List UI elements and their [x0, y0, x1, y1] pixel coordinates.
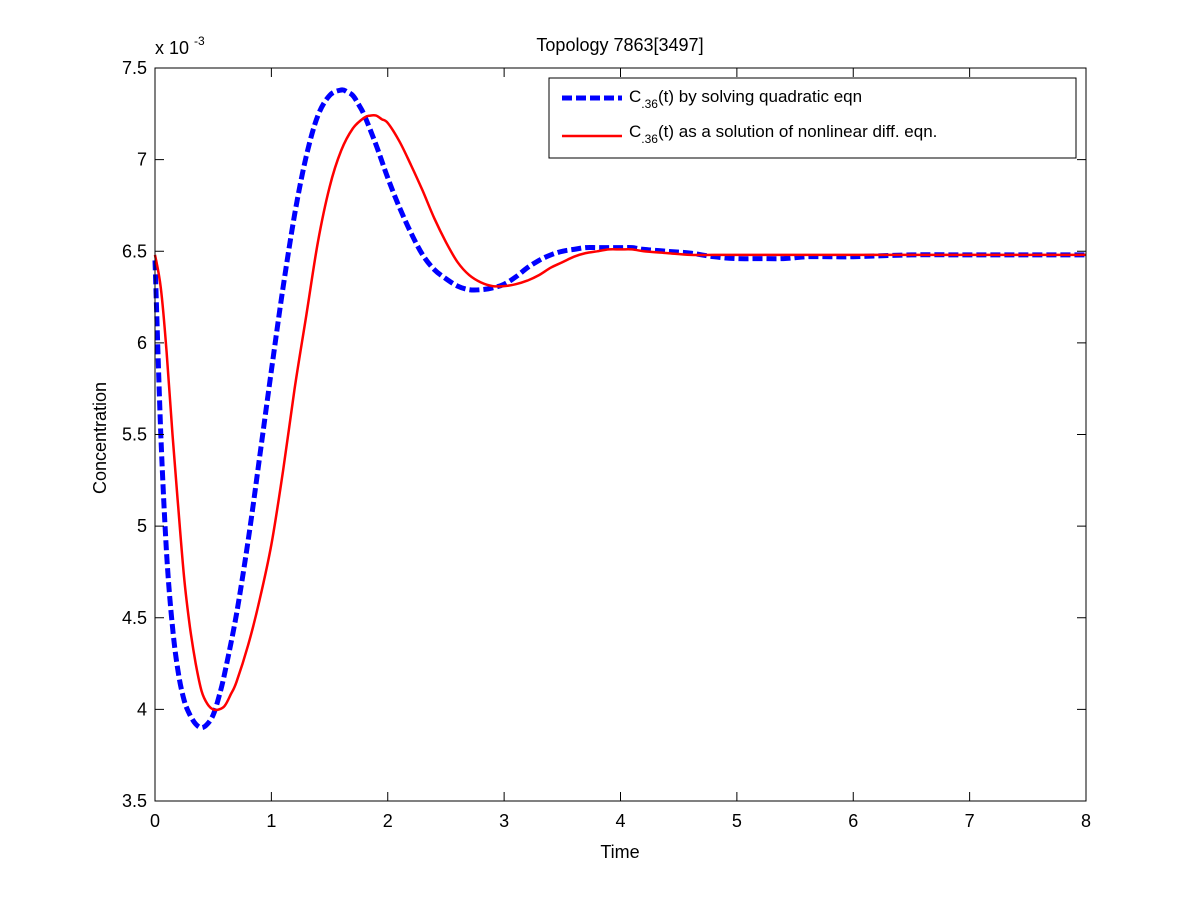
legend-box — [548, 77, 1077, 159]
y-multiplier-exponent: -3 — [194, 34, 205, 48]
x-tick-label: 7 — [965, 811, 975, 831]
series-line-nonlinear — [153, 114, 1086, 712]
x-tick-label: 5 — [732, 811, 742, 831]
legend: C.36(t) by solving quadratic eqn C.36(t)… — [548, 77, 1077, 159]
y-tick-label: 5.5 — [122, 425, 147, 445]
legend-nonlinear-sub: .36 — [641, 132, 658, 146]
x-axis-label: Time — [600, 842, 639, 862]
legend-nonlinear-rest: (t) as a solution of nonlinear diff. eqn… — [658, 122, 937, 141]
x-tick-label: 6 — [848, 811, 858, 831]
legend-quadratic-sub: .36 — [641, 97, 658, 111]
legend-quadratic-rest: (t) by solving quadratic eqn — [658, 87, 862, 106]
y-tick-label: 5 — [137, 516, 147, 536]
svg-text:x 10 -3: x 10 -3 — [155, 34, 205, 58]
series-line-quadratic — [152, 87, 1086, 731]
y-axis-label: Concentration — [90, 382, 110, 494]
x-tick-label: 8 — [1081, 811, 1091, 831]
legend-entry-quadratic: C.36(t) by solving quadratic eqn — [629, 87, 862, 111]
y-tick-label: 4 — [137, 699, 147, 719]
axis-ticks-group: 0 1 2 3 4 5 6 7 8 3.5 4 4.5 5 5.5 6 6.5 7 7.5 — [122, 58, 1091, 831]
legend-nonlinear-main: C — [629, 122, 641, 141]
plot-series-group — [152, 87, 1086, 731]
y-multiplier-base: x 10 — [155, 38, 189, 58]
x-tick-label: 0 — [150, 811, 160, 831]
y-tick-label: 7.5 — [122, 58, 147, 78]
y-tick-label: 7 — [137, 150, 147, 170]
x-tick-label: 2 — [383, 811, 393, 831]
legend-quadratic-main: C — [629, 87, 641, 106]
y-axis-multiplier: x 10 -3 — [155, 34, 205, 58]
y-tick-label: 3.5 — [122, 791, 147, 811]
x-tick-label: 1 — [266, 811, 276, 831]
x-tick-label: 3 — [499, 811, 509, 831]
chart-title: Topology 7863[3497] — [536, 35, 703, 55]
y-tick-label: 4.5 — [122, 608, 147, 628]
plot-frame — [154, 67, 1087, 802]
y-tick-label: 6.5 — [122, 241, 147, 261]
y-tick-label: 6 — [137, 333, 147, 353]
x-tick-label: 4 — [615, 811, 625, 831]
legend-entry-nonlinear: C.36(t) as a solution of nonlinear diff.… — [629, 122, 937, 146]
